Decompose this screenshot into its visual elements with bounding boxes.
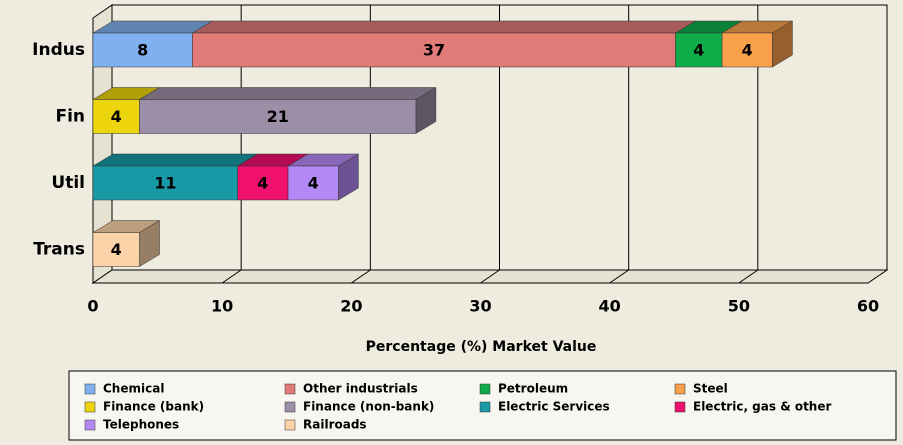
bar-top bbox=[92, 20, 214, 34]
grid-line-floor bbox=[480, 269, 500, 284]
legend-label: Telephones bbox=[103, 418, 179, 432]
x-tick-label: 60 bbox=[857, 297, 879, 316]
bar-top bbox=[138, 87, 437, 100]
legend-swatch bbox=[284, 401, 296, 413]
data-label: 21 bbox=[267, 107, 289, 126]
data-label: 37 bbox=[423, 41, 445, 60]
x-tick-label: 30 bbox=[469, 297, 491, 316]
bar bbox=[92, 165, 238, 201]
legend-label: Steel bbox=[693, 382, 728, 396]
grid-line-floor bbox=[738, 269, 759, 284]
data-label: 4 bbox=[308, 174, 319, 193]
legend-label: Other industrials bbox=[303, 382, 418, 396]
x-tick-label: 10 bbox=[211, 297, 233, 316]
bar bbox=[139, 99, 417, 134]
x-tick-label: 40 bbox=[599, 297, 621, 316]
legend-label: Petroleum bbox=[498, 382, 568, 396]
bar bbox=[721, 32, 773, 68]
data-label: 4 bbox=[742, 41, 753, 60]
data-label: 11 bbox=[154, 174, 176, 193]
legend-label: Finance (non-bank) bbox=[303, 400, 434, 414]
data-label: 8 bbox=[137, 41, 148, 60]
legend-swatch bbox=[84, 419, 96, 431]
legend-label: Finance (bank) bbox=[103, 400, 204, 414]
data-label: 4 bbox=[111, 240, 122, 259]
legend-swatch bbox=[84, 401, 96, 413]
category-label: Indus bbox=[32, 40, 85, 60]
bar bbox=[92, 99, 140, 134]
data-label: 4 bbox=[693, 41, 704, 60]
legend-swatch bbox=[674, 401, 686, 413]
grid-line-floor bbox=[609, 269, 629, 284]
bar-top bbox=[92, 153, 259, 167]
legend-swatch bbox=[284, 419, 296, 431]
grid-line-floor bbox=[351, 269, 371, 284]
legend-swatch bbox=[84, 383, 96, 395]
bar bbox=[287, 165, 339, 201]
grid-line-floor bbox=[221, 269, 242, 284]
x-axis-title: Percentage (%) Market Value bbox=[366, 339, 597, 355]
legend-swatch bbox=[674, 383, 686, 395]
legend-label: Railroads bbox=[303, 418, 367, 432]
legend-label: Chemical bbox=[103, 382, 164, 396]
bar bbox=[92, 232, 140, 267]
data-label: 4 bbox=[257, 174, 268, 193]
x-tick-label: 0 bbox=[87, 297, 98, 316]
legend-swatch bbox=[479, 383, 491, 395]
x-tick-label: 50 bbox=[728, 297, 750, 316]
legend-swatch bbox=[284, 383, 296, 395]
x-tick-label: 20 bbox=[340, 297, 362, 316]
category-label: Fin bbox=[55, 107, 85, 127]
data-label: 4 bbox=[111, 107, 122, 126]
category-label: Util bbox=[51, 173, 85, 193]
bar-top bbox=[191, 20, 697, 34]
bar bbox=[192, 32, 676, 68]
bar bbox=[237, 165, 289, 201]
bar bbox=[92, 32, 193, 68]
legend-label: Electric Services bbox=[498, 400, 610, 414]
legend-label: Electric, gas & other bbox=[693, 400, 831, 414]
legend-swatch bbox=[479, 401, 491, 413]
category-label: Trans bbox=[33, 240, 85, 260]
